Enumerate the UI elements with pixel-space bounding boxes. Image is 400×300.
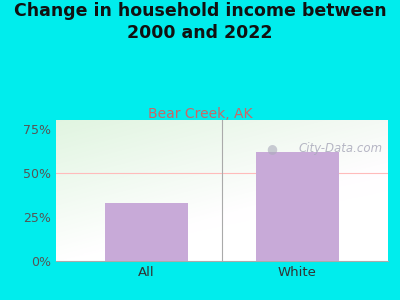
Bar [256, 152, 339, 261]
Text: City-Data.com: City-Data.com [298, 142, 382, 155]
Text: Change in household income between
2000 and 2022: Change in household income between 2000 … [14, 2, 386, 42]
Bar [105, 203, 188, 261]
Text: Bear Creek, AK: Bear Creek, AK [148, 106, 252, 121]
Text: ●: ● [266, 142, 277, 155]
